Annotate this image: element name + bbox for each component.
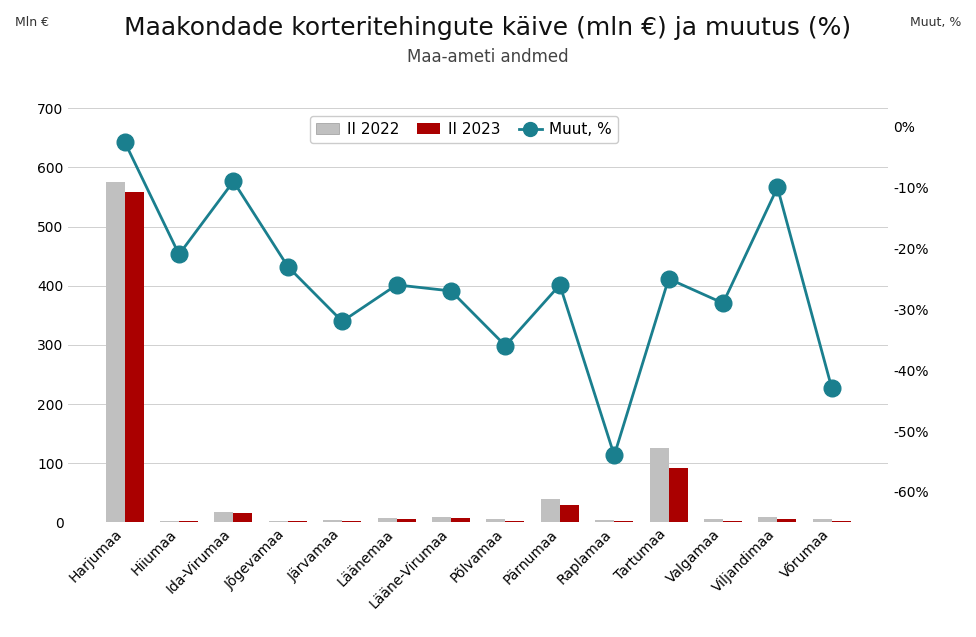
Bar (669, 468, 688, 522)
Bar (614, 521, 633, 522)
Legend: II 2022, II 2023, Muut, %: II 2022, II 2023, Muut, % (310, 116, 618, 143)
Bar (486, 519, 506, 522)
Bar (268, 520, 288, 522)
Bar (323, 520, 343, 522)
Bar (451, 519, 470, 522)
Text: Maa-ameti andmed: Maa-ameti andmed (407, 48, 569, 66)
Bar (506, 520, 524, 522)
Bar (432, 517, 451, 522)
Bar (125, 192, 143, 522)
Bar (813, 519, 832, 522)
Bar (378, 518, 396, 522)
Bar (233, 513, 253, 522)
Bar (723, 520, 742, 522)
Bar (758, 517, 778, 522)
Bar (105, 182, 125, 522)
Bar (595, 520, 614, 522)
Bar (343, 521, 361, 522)
Text: Muut, %: Muut, % (910, 16, 961, 29)
Text: Maakondade korteritehingute käive (mln €) ja muutus (%): Maakondade korteritehingute käive (mln €… (124, 16, 852, 40)
Bar (541, 499, 560, 522)
Bar (650, 448, 669, 522)
Bar (778, 519, 796, 522)
Bar (704, 519, 723, 522)
Bar (215, 512, 233, 522)
Bar (560, 505, 579, 522)
Bar (396, 519, 416, 522)
Text: Mln €: Mln € (15, 16, 49, 29)
Bar (288, 521, 306, 522)
Bar (832, 520, 851, 522)
Bar (160, 521, 179, 522)
